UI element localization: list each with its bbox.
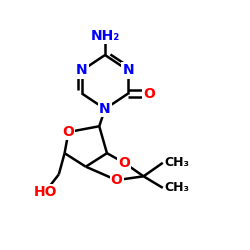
Text: O: O bbox=[62, 125, 74, 139]
Text: N: N bbox=[99, 102, 111, 116]
Text: CH₃: CH₃ bbox=[165, 181, 190, 194]
Text: NH₂: NH₂ bbox=[90, 29, 120, 43]
Text: N: N bbox=[122, 64, 134, 78]
Text: HO: HO bbox=[34, 185, 57, 199]
Text: O: O bbox=[111, 173, 122, 187]
Text: N: N bbox=[76, 64, 88, 78]
Text: CH₃: CH₃ bbox=[165, 156, 190, 169]
Text: O: O bbox=[143, 86, 155, 101]
Text: O: O bbox=[118, 156, 130, 170]
